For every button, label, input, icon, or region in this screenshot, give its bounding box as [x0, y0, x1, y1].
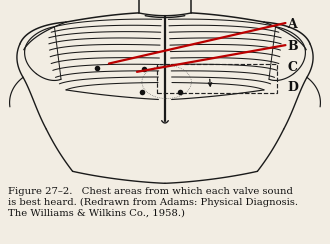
Text: Figure 27–2.   Chest areas from which each valve sound
is best heard. (Redrawn f: Figure 27–2. Chest areas from which each… [8, 187, 298, 218]
Bar [157, 64, 277, 93]
Text: B: B [287, 41, 298, 53]
Text: C: C [287, 61, 297, 74]
Text: D: D [287, 81, 298, 94]
Text: A: A [287, 18, 297, 31]
